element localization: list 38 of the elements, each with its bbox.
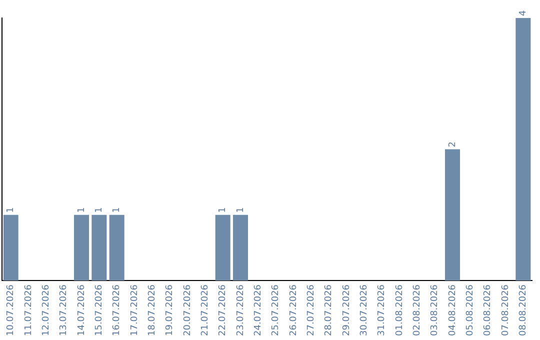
x-tick-label: 04.08.2026 xyxy=(448,284,458,336)
data-label: 4 xyxy=(518,10,529,16)
data-label: 1 xyxy=(236,207,246,213)
data-label: 1 xyxy=(6,207,16,213)
x-tick-label: 03.08.2026 xyxy=(430,284,440,336)
x-tick-label: 10.07.2026 xyxy=(6,284,16,336)
x-tick-label: 14.07.2026 xyxy=(76,284,87,336)
x-tick-label: 28.07.2026 xyxy=(324,284,334,336)
x-tick-label: 11.07.2026 xyxy=(24,284,34,336)
x-tick-label: 19.07.2026 xyxy=(165,284,176,336)
data-label: 1 xyxy=(76,207,87,213)
x-tick-label: 21.07.2026 xyxy=(200,284,211,336)
x-tick-label: 13.07.2026 xyxy=(59,284,70,336)
data-label: 1 xyxy=(218,207,228,213)
x-tick-label: 31.07.2026 xyxy=(377,284,388,336)
data-label: 1 xyxy=(94,207,105,213)
x-tick-label: 16.07.2026 xyxy=(112,284,122,336)
data-label: 1 xyxy=(112,207,122,213)
x-tick-label: 06.08.2026 xyxy=(483,284,494,336)
data-label: 2 xyxy=(448,142,458,148)
x-tick-label: 07.08.2026 xyxy=(500,284,511,336)
x-tick-label: 02.08.2026 xyxy=(412,284,423,336)
x-tick-label: 30.07.2026 xyxy=(360,284,370,336)
x-tick-label: 29.07.2026 xyxy=(342,284,352,336)
x-tick-label: 17.07.2026 xyxy=(130,284,140,336)
x-tick-label: 20.07.2026 xyxy=(182,284,193,336)
x-tick-label: 23.07.2026 xyxy=(236,284,246,336)
x-tick-label: 01.08.2026 xyxy=(394,284,405,336)
x-tick-label: 22.07.2026 xyxy=(218,284,228,336)
x-tick-label: 25.07.2026 xyxy=(271,284,282,336)
x-tick-label: 24.07.2026 xyxy=(254,284,264,336)
x-tick-label: 08.08.2026 xyxy=(518,284,529,336)
x-tick-label: 05.08.2026 xyxy=(466,284,476,336)
x-tick-label: 27.07.2026 xyxy=(306,284,317,336)
x-tick-label: 15.07.2026 xyxy=(94,284,105,336)
x-tick-label: 18.07.2026 xyxy=(148,284,158,336)
x-tick-label: 26.07.2026 xyxy=(288,284,299,336)
x-tick-label: 12.07.2026 xyxy=(42,284,52,336)
